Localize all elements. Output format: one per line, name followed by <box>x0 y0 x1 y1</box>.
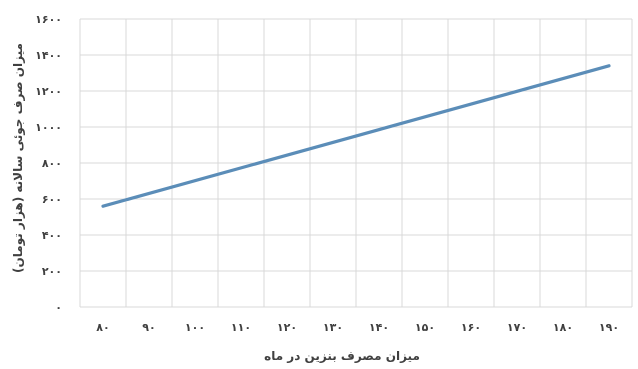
x-tick-label: ۱۶۰ <box>461 321 481 334</box>
x-tick-label: ۱۳۰ <box>323 321 343 334</box>
gridlines <box>79 18 633 308</box>
y-tick-label: ۱۰۰۰ <box>35 121 62 134</box>
x-tick-label: ۱۴۰ <box>369 321 389 334</box>
x-tick-label: ۹۰ <box>142 321 155 334</box>
x-tick-label: ۱۵۰ <box>415 321 435 334</box>
x-axis-ticks: ۸۰ ۹۰ ۱۰۰ ۱۱۰ ۱۲۰ ۱۳۰ ۱۴۰ ۱۵۰ ۱۶۰ ۱۷۰ ۱۸۰ ۱۹۰ <box>96 321 619 334</box>
x-tick-label: ۱۲۰ <box>277 321 297 334</box>
x-tick-label: ۱۰۰ <box>185 321 205 334</box>
y-tick-label: ۲۰۰ <box>42 265 62 278</box>
x-axis-title: میزان مصرف بنزین در ماه <box>264 349 420 363</box>
series-layer <box>101 64 611 208</box>
x-tick-label: ۸۰ <box>96 321 109 334</box>
y-tick-label: ۴۰۰ <box>42 229 62 242</box>
y-axis-title: میزان صرف جوئی سالانه (هزار تومان) <box>11 43 26 273</box>
x-tick-label: ۱۱۰ <box>231 321 251 334</box>
y-tick-label: ۸۰۰ <box>42 157 62 170</box>
y-tick-label: ۶۰۰ <box>42 193 62 206</box>
x-tick-label: ۱۹۰ <box>599 321 619 334</box>
y-tick-label: ۱۴۰۰ <box>35 49 62 62</box>
x-tick-label: ۱۸۰ <box>553 321 573 334</box>
y-tick-label: ۰ <box>55 301 62 314</box>
y-tick-label: ۱۲۰۰ <box>35 85 62 98</box>
x-tick-label: ۱۷۰ <box>507 321 527 334</box>
series-line <box>101 64 611 208</box>
y-tick-label: ۱۶۰۰ <box>35 13 62 26</box>
y-axis-ticks: ۰ ۲۰۰ ۴۰۰ ۶۰۰ ۸۰۰ ۱۰۰۰ ۱۲۰۰ ۱۴۰۰ ۱۶۰۰ <box>35 13 62 314</box>
